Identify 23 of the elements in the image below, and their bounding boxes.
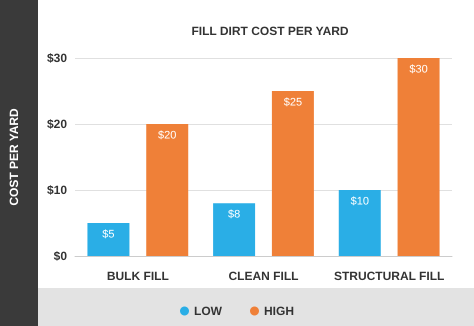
data-label: $10 [350, 196, 369, 208]
x-tick-label: BULK FILL [106, 269, 169, 283]
bar [213, 203, 256, 256]
bar [272, 91, 314, 256]
bar [338, 190, 381, 256]
data-label: $30 [409, 64, 428, 76]
y-axis-title: COST PER YARD [7, 108, 21, 206]
data-label: $8 [228, 208, 240, 221]
legend-label: LOW [194, 304, 223, 318]
x-tick-label: CLEAN FILL [228, 269, 298, 283]
data-label: $25 [284, 96, 302, 108]
bar [87, 223, 130, 256]
chart-title: FILL DIRT COST PER YARD [191, 24, 349, 38]
y-tick-label: $20 [46, 117, 68, 131]
data-label: $20 [158, 130, 176, 142]
y-tick-label: $10 [46, 183, 68, 197]
bar [146, 124, 188, 256]
bar [398, 58, 440, 256]
y-tick-label: $0 [54, 249, 68, 263]
x-tick-label: STRUCTURAL FILL [334, 269, 444, 283]
y-tick-label: $30 [46, 51, 68, 65]
data-label: $5 [102, 228, 115, 240]
legend-label: HIGH [264, 304, 294, 318]
